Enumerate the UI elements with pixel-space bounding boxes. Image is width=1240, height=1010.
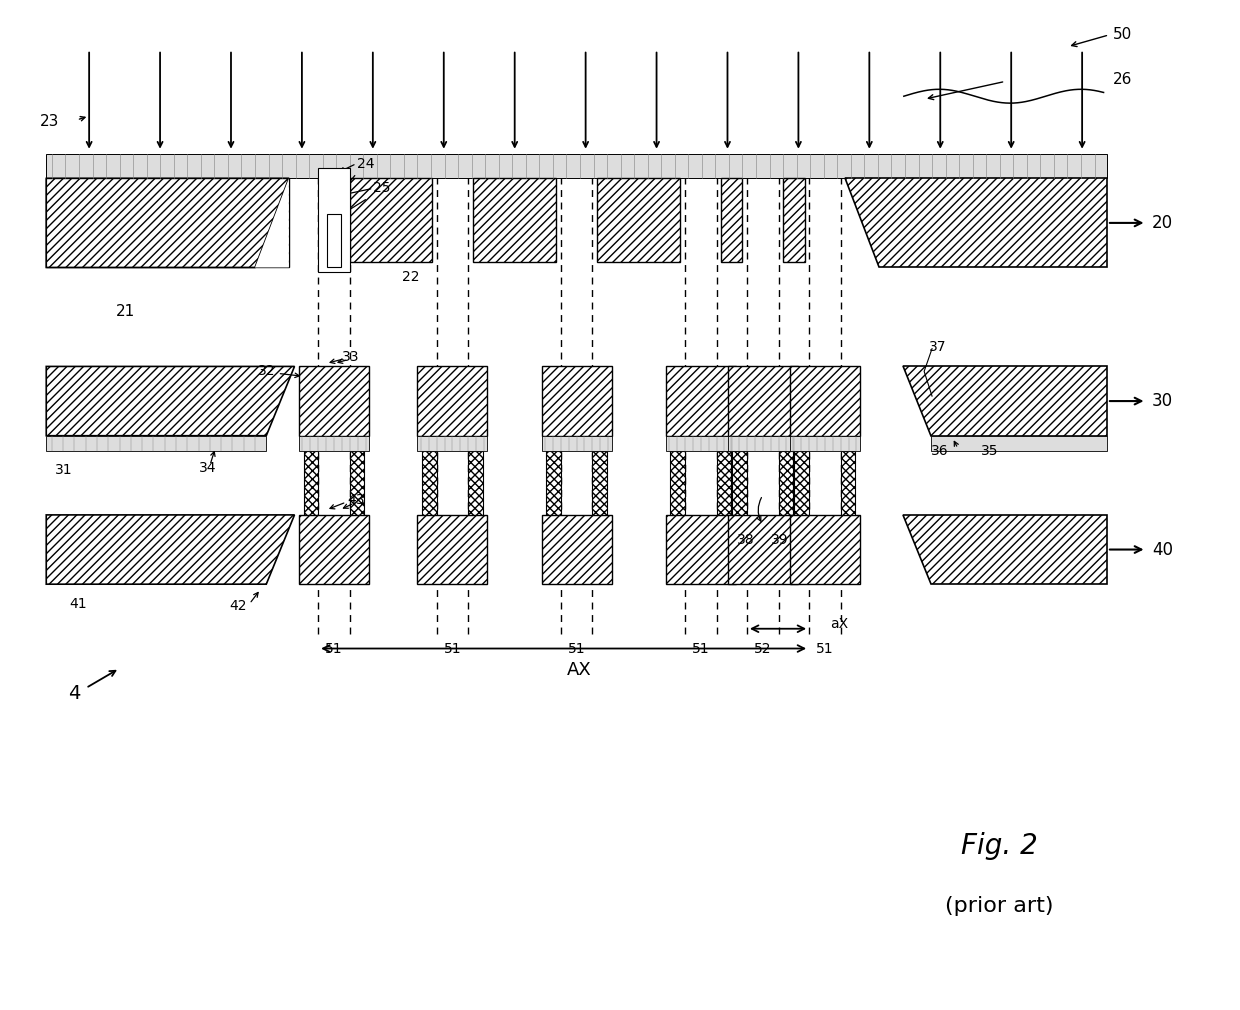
Bar: [422, 450, 436, 554]
Bar: [418, 367, 487, 435]
Bar: [931, 435, 1107, 450]
Polygon shape: [255, 179, 289, 268]
Text: 32: 32: [258, 365, 275, 379]
Bar: [319, 169, 350, 273]
Bar: [728, 367, 797, 435]
Bar: [542, 367, 611, 435]
Bar: [350, 450, 365, 554]
Bar: [542, 435, 611, 450]
Bar: [542, 515, 611, 584]
Text: 24: 24: [357, 157, 374, 171]
Bar: [790, 515, 859, 584]
Bar: [46, 435, 267, 450]
Bar: [728, 435, 797, 450]
Text: 50: 50: [1112, 27, 1132, 42]
Bar: [666, 515, 735, 584]
Text: 25: 25: [373, 181, 391, 195]
Bar: [779, 450, 794, 554]
Bar: [666, 367, 735, 435]
Bar: [841, 450, 856, 554]
Text: 43: 43: [347, 493, 366, 507]
Bar: [593, 450, 608, 554]
Text: 38: 38: [738, 532, 755, 546]
Polygon shape: [46, 515, 294, 584]
Bar: [596, 179, 681, 263]
Bar: [671, 450, 684, 554]
Text: 37: 37: [929, 339, 946, 353]
Text: 51: 51: [816, 641, 833, 655]
Text: 4: 4: [68, 684, 81, 703]
Bar: [546, 450, 560, 554]
Text: 51: 51: [444, 641, 461, 655]
Text: 31: 31: [56, 464, 73, 478]
Bar: [784, 179, 805, 263]
Text: 21: 21: [115, 304, 135, 319]
Bar: [733, 450, 746, 554]
Text: 40: 40: [1152, 540, 1173, 559]
Text: AX: AX: [567, 662, 591, 680]
Text: 26: 26: [1112, 72, 1132, 87]
Bar: [795, 450, 808, 554]
Text: Fig. 2: Fig. 2: [961, 832, 1038, 861]
Bar: [299, 367, 370, 435]
Bar: [418, 515, 487, 584]
Text: 20: 20: [1152, 214, 1173, 232]
Bar: [299, 515, 370, 584]
Polygon shape: [846, 179, 1107, 268]
Text: 51: 51: [692, 641, 709, 655]
Bar: [418, 435, 487, 450]
Text: 30: 30: [1152, 392, 1173, 410]
Text: (prior art): (prior art): [945, 896, 1054, 916]
Bar: [46, 154, 1107, 179]
Bar: [472, 179, 557, 263]
Polygon shape: [903, 515, 1107, 584]
Bar: [790, 435, 859, 450]
Polygon shape: [46, 367, 294, 435]
Bar: [327, 214, 341, 268]
Text: 33: 33: [342, 349, 360, 364]
Bar: [304, 450, 319, 554]
Text: 35: 35: [981, 443, 998, 458]
Polygon shape: [903, 367, 1107, 435]
Text: 42: 42: [229, 599, 247, 613]
Text: 41: 41: [68, 597, 87, 611]
Bar: [46, 179, 289, 268]
Text: aX: aX: [831, 617, 848, 631]
Bar: [717, 450, 732, 554]
Text: 36: 36: [931, 443, 949, 458]
Bar: [790, 367, 859, 435]
Text: 23: 23: [40, 114, 58, 129]
Bar: [666, 435, 735, 450]
Bar: [728, 515, 797, 584]
Bar: [350, 179, 433, 263]
Bar: [299, 435, 370, 450]
Bar: [469, 450, 482, 554]
Bar: [720, 179, 743, 263]
Text: 52: 52: [754, 641, 771, 655]
Polygon shape: [46, 179, 289, 268]
Text: 22: 22: [402, 271, 419, 285]
Text: 39: 39: [771, 532, 789, 546]
Text: 34: 34: [198, 462, 216, 476]
Text: 51: 51: [325, 641, 342, 655]
Text: 51: 51: [568, 641, 585, 655]
